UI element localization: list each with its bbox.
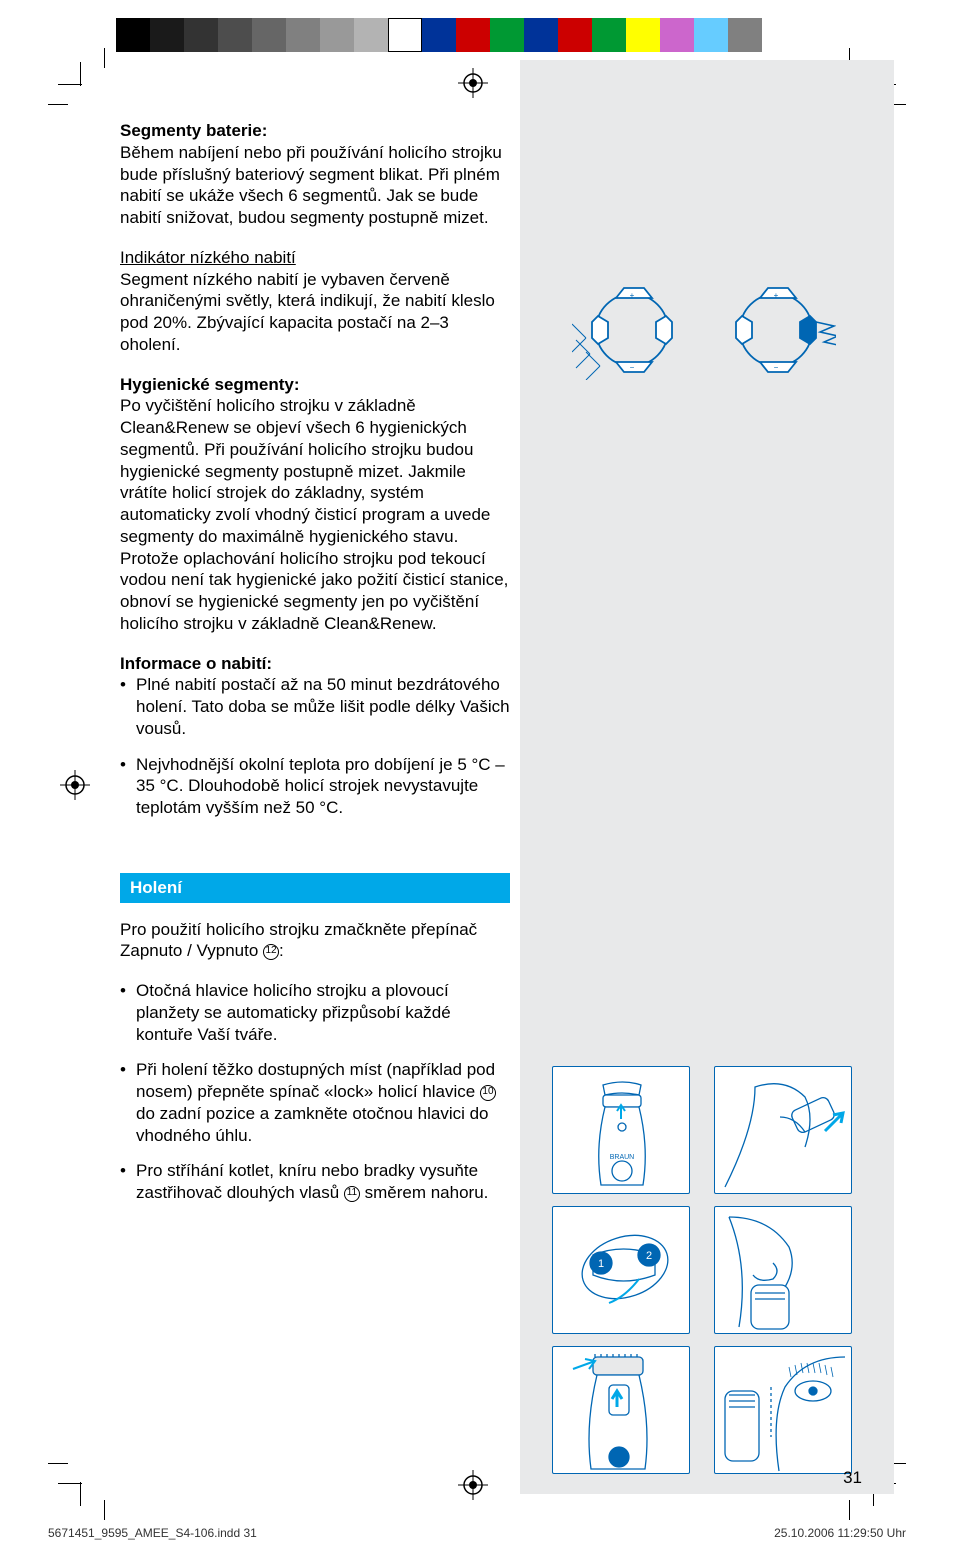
color-bar bbox=[422, 18, 762, 52]
registration-mark-icon bbox=[60, 770, 90, 800]
heading-charge-info: Informace o nabití: bbox=[120, 653, 510, 675]
diagram-under-nose bbox=[714, 1206, 852, 1334]
diagram-lock: 1 2 bbox=[552, 1206, 690, 1334]
svg-text:2: 2 bbox=[646, 1250, 652, 1262]
para-battery-segments: Během nabíjení nebo při používání holicí… bbox=[120, 142, 510, 229]
svg-text:+: + bbox=[630, 291, 635, 300]
svg-text:−: − bbox=[774, 363, 779, 372]
ref-number-12: 12 bbox=[263, 944, 279, 960]
list-item: Pro stříhání kotlet, kníru nebo bradky v… bbox=[120, 1160, 510, 1204]
battery-dial-icon: + − bbox=[572, 280, 692, 380]
list-item: Nejvhodnější okolní teplota pro dobíjení… bbox=[120, 754, 510, 819]
ref-number-10: 10 bbox=[480, 1085, 496, 1101]
svg-text:1: 1 bbox=[598, 1258, 604, 1270]
section-heading-shaving: Holení bbox=[120, 873, 510, 903]
heading-low-indicator: Indikátor nízkého nabití bbox=[120, 248, 296, 267]
svg-text:BRAUN: BRAUN bbox=[610, 1154, 635, 1161]
list-item: Plné nabití postačí až na 50 minut bezdr… bbox=[120, 674, 510, 739]
page-number: 31 bbox=[843, 1468, 862, 1488]
illustration-dials: + − + − bbox=[552, 280, 862, 413]
diagram-face-shave bbox=[714, 1066, 852, 1194]
registration-mark-icon bbox=[458, 68, 488, 98]
ref-number-11: 11 bbox=[344, 1186, 360, 1202]
registration-mark-icon bbox=[458, 1470, 488, 1500]
para-shaving-intro: Pro použití holicího strojku zmačkněte p… bbox=[120, 919, 510, 963]
diagram-sideburn bbox=[714, 1346, 852, 1474]
footer-timestamp: 25.10.2006 11:29:50 Uhr bbox=[774, 1526, 906, 1540]
heading-hygiene-segments: Hygienické segmenty: bbox=[120, 374, 510, 396]
para-hygiene-segments: Po vyčištění holicího strojku v základně… bbox=[120, 395, 510, 634]
list-item: Při holení těžko dostupných míst (napřík… bbox=[120, 1059, 510, 1146]
print-footer: 5671451_9595_AMEE_S4-106.indd 31 25.10.2… bbox=[48, 1526, 906, 1540]
heading-battery-segments: Segmenty baterie: bbox=[120, 120, 510, 142]
list-item: Otočná hlavice holicího strojku a plovou… bbox=[120, 980, 510, 1045]
gray-ramp bbox=[116, 18, 422, 52]
para-low-indicator: Segment nízkého nabití je vybaven červen… bbox=[120, 269, 510, 356]
content-column: Segmenty baterie: Během nabíjení nebo př… bbox=[120, 120, 510, 1222]
footer-filename: 5671451_9595_AMEE_S4-106.indd 31 bbox=[48, 1526, 257, 1540]
illustration-diagrams: BRAUN 1 2 bbox=[552, 1066, 862, 1486]
svg-text:+: + bbox=[774, 291, 779, 300]
crop-mark bbox=[58, 62, 104, 108]
diagram-trimmer bbox=[552, 1346, 690, 1474]
hygiene-dial-icon: + − bbox=[716, 280, 836, 380]
diagram-shaver: BRAUN bbox=[552, 1066, 690, 1194]
svg-text:−: − bbox=[630, 363, 635, 372]
